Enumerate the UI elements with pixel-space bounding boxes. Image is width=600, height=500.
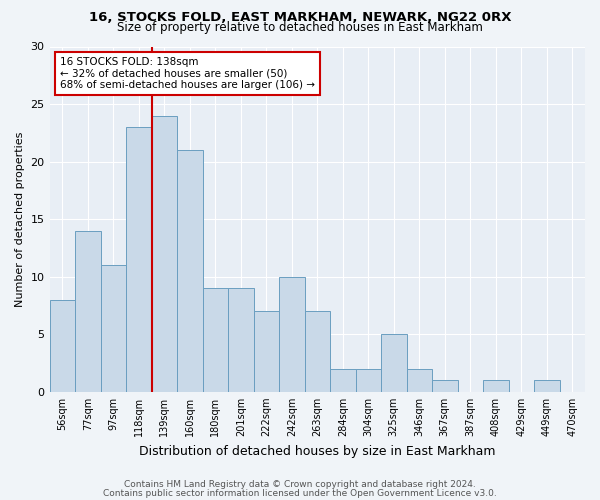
Text: Contains public sector information licensed under the Open Government Licence v3: Contains public sector information licen… <box>103 488 497 498</box>
Bar <box>75 230 101 392</box>
Bar <box>330 369 356 392</box>
Bar <box>432 380 458 392</box>
Bar <box>126 127 152 392</box>
Bar <box>228 288 254 392</box>
Bar <box>50 300 75 392</box>
X-axis label: Distribution of detached houses by size in East Markham: Distribution of detached houses by size … <box>139 444 496 458</box>
Bar <box>101 265 126 392</box>
Text: 16 STOCKS FOLD: 138sqm
← 32% of detached houses are smaller (50)
68% of semi-det: 16 STOCKS FOLD: 138sqm ← 32% of detached… <box>60 57 315 90</box>
Bar <box>305 311 330 392</box>
Bar <box>407 369 432 392</box>
Text: Size of property relative to detached houses in East Markham: Size of property relative to detached ho… <box>117 22 483 35</box>
Bar <box>483 380 509 392</box>
Bar <box>152 116 177 392</box>
Bar <box>534 380 560 392</box>
Bar <box>254 311 279 392</box>
Bar <box>356 369 381 392</box>
Bar <box>381 334 407 392</box>
Bar <box>177 150 203 392</box>
Bar <box>203 288 228 392</box>
Text: Contains HM Land Registry data © Crown copyright and database right 2024.: Contains HM Land Registry data © Crown c… <box>124 480 476 489</box>
Text: 16, STOCKS FOLD, EAST MARKHAM, NEWARK, NG22 0RX: 16, STOCKS FOLD, EAST MARKHAM, NEWARK, N… <box>89 11 511 24</box>
Bar <box>279 276 305 392</box>
Y-axis label: Number of detached properties: Number of detached properties <box>15 132 25 307</box>
